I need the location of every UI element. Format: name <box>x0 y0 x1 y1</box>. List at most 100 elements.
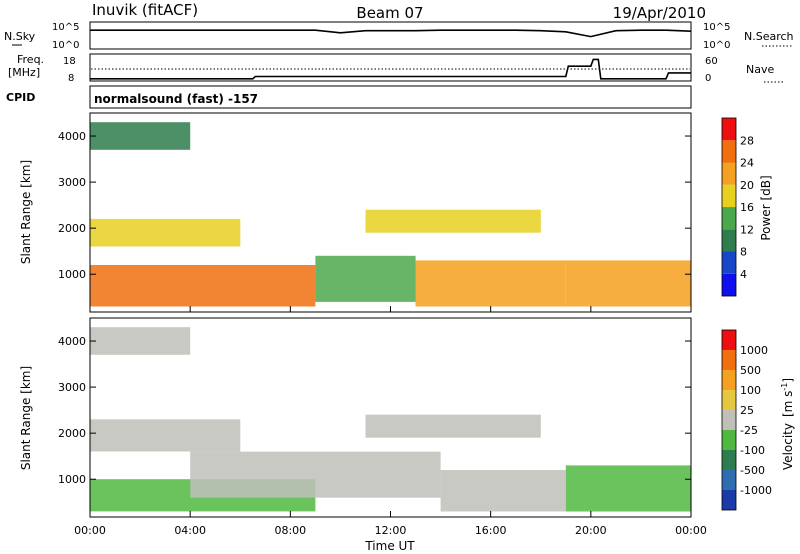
x-tick-label: 08:00 <box>274 524 306 537</box>
velocity-colorbar-tick: -500 <box>740 464 765 477</box>
colorbar-swatch <box>722 430 736 450</box>
x-axis: 00:00 04:00 08:00 12:00 16:00 20:00 00:00 <box>74 306 707 537</box>
power-heatmap <box>90 122 691 307</box>
nsky-series-line <box>90 29 692 38</box>
velocity-ylabel: Slant Range [km] <box>19 366 33 470</box>
power-colorbar-swatches: 4 8 12 16 20 24 28 <box>722 118 754 297</box>
heatmap-cell-4 <box>365 209 541 233</box>
x-tick-label: 04:00 <box>174 524 206 537</box>
y-tick-label: 4000 <box>58 130 86 143</box>
y-tick-label: 1000 <box>58 268 86 281</box>
velocity-colorbar-tick: 25 <box>740 404 754 417</box>
x-tick-label: 20:00 <box>575 524 607 537</box>
colorbar-swatch <box>722 370 736 390</box>
y-tick-label: 2000 <box>58 427 86 440</box>
beam-title: Beam 07 <box>356 4 423 22</box>
colorbar-swatch <box>722 450 736 470</box>
heatmap-cell-5 <box>440 470 566 512</box>
power-colorbar-tick: 8 <box>740 246 747 259</box>
power-panel: 1000 2000 3000 4000 Slant Range [km] <box>19 112 692 313</box>
nave-tick-bottom: 0 <box>705 73 711 84</box>
colorbar-swatch <box>722 490 736 510</box>
power-colorbar-tick: 4 <box>740 268 747 281</box>
nsky-tick-top-right: 10^5 <box>703 22 730 33</box>
y-tick-label: 3000 <box>58 381 86 394</box>
power-colorbar-tick: 20 <box>740 179 754 192</box>
power-colorbar-tick: 24 <box>740 157 754 170</box>
freq-panel: Freq. [MHz] 18 8 60 0 Nave <box>8 53 784 84</box>
colorbar-swatch <box>722 470 736 490</box>
cpid-text: normalsound (fast) -157 <box>94 92 258 106</box>
velocity-colorbar-tick: 100 <box>740 384 761 397</box>
freq-tick-bottom: 8 <box>68 73 74 84</box>
freq-tick-top: 18 <box>63 56 76 67</box>
station-title: Inuvik (fitACF) <box>92 1 198 19</box>
heatmap-cell-5 <box>415 260 566 307</box>
velocity-colorbar-tick: 500 <box>740 364 761 377</box>
nsky-tick-bottom-left: 10^0 <box>52 40 79 51</box>
x-tick-label: 16:00 <box>475 524 507 537</box>
colorbar-swatch <box>722 251 736 274</box>
colorbar-swatch <box>722 162 736 185</box>
y-tick-label: 2000 <box>58 222 86 235</box>
velocity-colorbar-frame <box>721 329 737 511</box>
x-tick-label: 00:00 <box>74 524 106 537</box>
velocity-label-exp: -1 <box>780 383 789 391</box>
colorbar-swatch <box>722 330 736 350</box>
colorbar-swatch <box>722 229 736 252</box>
velocity-panel: 1000 2000 3000 4000 Slant Range [km] <box>19 317 692 518</box>
nsky-label: N.Sky <box>4 30 36 43</box>
power-colorbar-tick: 16 <box>740 201 754 214</box>
colorbar-swatch <box>722 184 736 208</box>
nsky-frame <box>89 21 692 50</box>
heatmap-cell-3 <box>315 255 416 302</box>
colorbar-swatch <box>722 140 736 163</box>
power-ylabel: Slant Range [km] <box>19 160 33 264</box>
heatmap-cell-6 <box>565 465 691 512</box>
y-tick-label: 4000 <box>58 335 86 348</box>
power-colorbar-tick: 28 <box>740 134 754 147</box>
velocity-label-word: Velocity <box>781 423 795 470</box>
nsky-tick-top-left: 10^5 <box>52 22 79 33</box>
velocity-label-unit: [m s <box>781 391 795 417</box>
colorbar-swatch <box>722 207 736 230</box>
x-axis-label: Time UT <box>364 539 415 553</box>
y-tick-label: 1000 <box>58 473 86 486</box>
colorbar-swatch <box>722 273 736 297</box>
power-colorbar-tick: 12 <box>740 223 754 236</box>
cpid-label: CPID <box>6 91 35 104</box>
velocity-colorbar-label: Velocity [m s-1] <box>780 378 795 470</box>
x-tick-label: 00:00 <box>675 524 707 537</box>
heatmap-cell-2 <box>90 265 316 307</box>
nave-series-line <box>90 58 691 80</box>
colorbar-swatch <box>722 410 736 430</box>
nsky-tick-bottom-right: 10^0 <box>703 40 730 51</box>
y-tick-label: 3000 <box>58 176 86 189</box>
velocity-colorbar: 1000 500 100 25 -25 -100 -500 -1000 Velocity [m … <box>721 329 795 511</box>
freq-label: Freq. <box>17 53 44 66</box>
heatmap-cell-6 <box>565 260 691 307</box>
nsearch-label: N.Search <box>744 30 794 43</box>
nsky-panel: N.Sky 10^5 10^0 10^5 10^0 N.Search <box>4 21 794 51</box>
power-colorbar: 4 8 12 16 20 24 28 Power [dB] <box>721 117 773 297</box>
date-title: 19/Apr/2010 <box>613 4 706 22</box>
cpid-panel: CPID normalsound (fast) -157 <box>6 85 692 109</box>
heatmap-cell-1 <box>90 218 241 247</box>
x-tick-label: 12:00 <box>375 524 407 537</box>
velocity-label-close: ] <box>781 378 795 383</box>
power-colorbar-label: Power [dB] <box>759 175 773 240</box>
freq-unit-label: [MHz] <box>8 66 40 79</box>
velocity-colorbar-tick: -100 <box>740 444 765 457</box>
power-colorbar-frame <box>721 117 737 297</box>
velocity-heatmap <box>90 327 691 512</box>
power-y-ticks: 1000 2000 3000 4000 <box>58 130 691 281</box>
colorbar-swatch <box>722 118 736 141</box>
colorbar-swatch <box>722 390 736 410</box>
cpid-frame <box>89 85 692 109</box>
heatmap-cell-1 <box>90 419 241 452</box>
freq-frame <box>89 53 692 82</box>
nave-label: Nave <box>746 63 774 76</box>
heatmap-cell-4 <box>365 414 541 438</box>
velocity-colorbar-swatches: 1000 500 100 25 -25 -100 -500 -1000 <box>722 330 772 510</box>
